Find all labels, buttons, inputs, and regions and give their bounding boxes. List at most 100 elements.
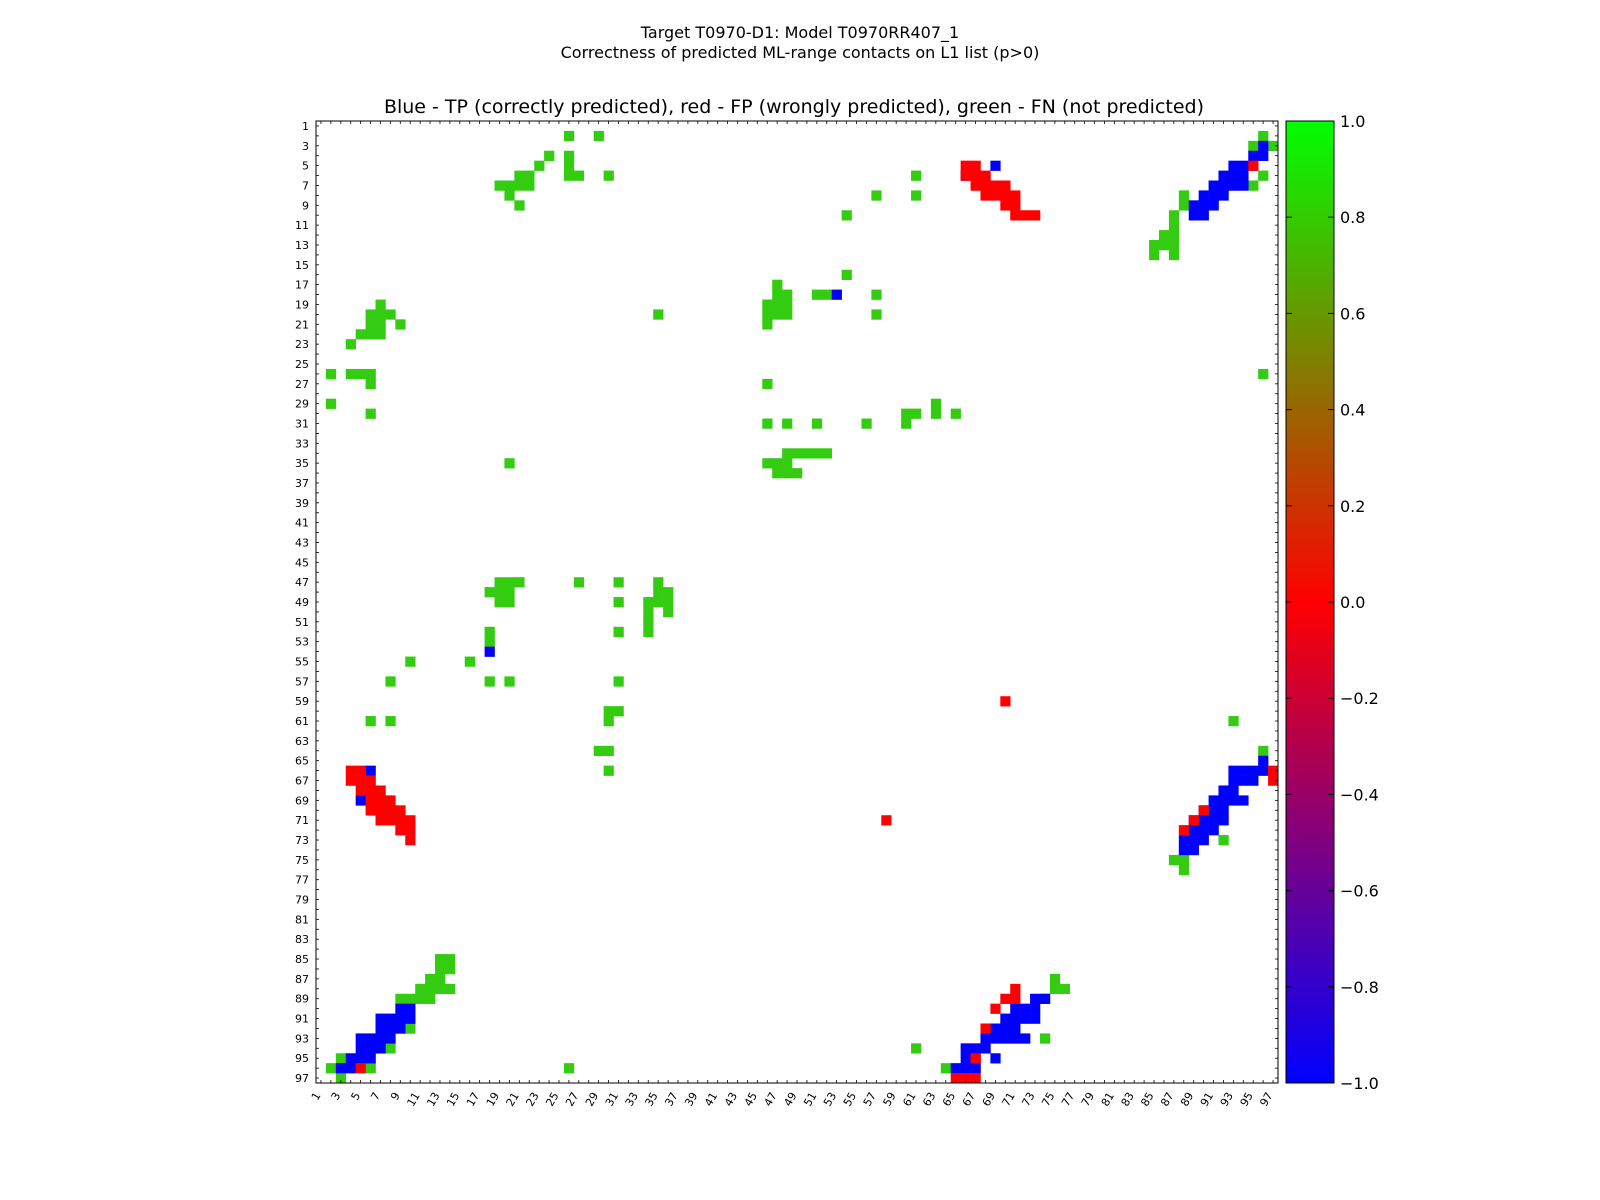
cell-tp-91-8 — [1208, 190, 1219, 201]
x-tick-label: 45 — [742, 1090, 760, 1109]
cell-tp-89-72 — [1188, 825, 1199, 836]
colorbar — [1285, 120, 1335, 1084]
cell-fp-10-71 — [405, 815, 416, 826]
cell-tp-88-74 — [1178, 844, 1190, 856]
cell-fn-31-57 — [613, 676, 624, 687]
cell-fn-11-89 — [415, 993, 426, 1004]
y-tick-label: 91 — [295, 1013, 309, 1026]
cell-tp-70-91 — [1000, 1013, 1011, 1024]
cell-tp-7-94 — [375, 1043, 386, 1054]
y-tick-label: 9 — [302, 199, 309, 212]
cell-fn-21-9 — [514, 200, 525, 211]
cell-fn-10-92 — [405, 1023, 416, 1034]
x-tick-label: 83 — [1119, 1090, 1137, 1109]
cell-tp-92-69 — [1218, 795, 1229, 806]
cell-fp-95-5 — [1248, 160, 1259, 171]
cell-fn-7-19 — [375, 299, 386, 310]
cell-fn-88-8 — [1178, 190, 1190, 201]
x-tick-label: 41 — [702, 1090, 720, 1109]
cell-tp-93-7 — [1228, 180, 1239, 191]
cell-tp-66-95 — [960, 1053, 971, 1064]
cell-fp-9-72 — [395, 825, 406, 836]
cell-fn-48-19 — [782, 299, 793, 310]
cell-tp-8-91 — [385, 1013, 396, 1024]
y-tick-label: 55 — [295, 656, 309, 669]
cell-fn-23-5 — [534, 160, 545, 171]
x-tick-label: 57 — [861, 1090, 879, 1109]
cell-fn-7-20 — [375, 309, 386, 320]
y-tick-label: 33 — [295, 437, 309, 450]
cell-fp-7-68 — [375, 785, 386, 796]
y-tick-label: 47 — [295, 576, 309, 589]
colorbar-tick-label: −1.0 — [1340, 1074, 1379, 1093]
cell-fn-95-7 — [1248, 180, 1259, 191]
x-tick-label: 93 — [1218, 1090, 1236, 1109]
cell-fn-54-10 — [841, 210, 852, 221]
cell-tp-94-67 — [1238, 775, 1249, 786]
cell-fn-48-34 — [782, 448, 793, 459]
colorbar-tick-label: 0.8 — [1340, 208, 1365, 227]
cell-fp-67-6 — [970, 170, 981, 181]
cell-tp-5-93 — [355, 1033, 366, 1044]
cell-fn-2-29 — [325, 398, 337, 409]
cell-fp-4-67 — [345, 775, 356, 786]
cell-tp-8-93 — [385, 1033, 396, 1044]
cell-tp-91-72 — [1208, 825, 1219, 836]
x-tick-label: 35 — [642, 1090, 660, 1109]
cell-tp-53-18 — [831, 289, 842, 300]
y-tick-label: 53 — [295, 636, 309, 649]
cell-fp-70-8 — [1000, 190, 1011, 201]
cell-fn-13-85 — [435, 954, 446, 965]
cell-fp-68-92 — [980, 1023, 991, 1034]
cell-tp-93-68 — [1228, 785, 1239, 796]
cell-fn-6-22 — [365, 329, 376, 340]
cell-fp-70-59 — [1000, 696, 1011, 707]
cell-fn-51-18 — [811, 289, 823, 300]
y-tick-label: 7 — [302, 179, 309, 192]
cell-fn-24-4 — [544, 150, 555, 161]
y-tick-label: 95 — [295, 1052, 309, 1065]
cell-fn-20-49 — [504, 597, 515, 608]
cell-tp-90-10 — [1198, 210, 1209, 221]
cell-fn-6-27 — [365, 378, 376, 390]
cell-fn-14-88 — [444, 983, 456, 995]
x-tick-label: 53 — [821, 1090, 839, 1109]
cell-tp-70-92 — [1000, 1023, 1011, 1034]
cell-fn-13-87 — [435, 973, 446, 985]
cell-tp-69-95 — [990, 1053, 1001, 1064]
cell-tp-92-68 — [1218, 785, 1229, 796]
cell-fp-70-9 — [1000, 200, 1011, 211]
cell-fn-35-49 — [653, 597, 664, 608]
cell-tp-69-92 — [990, 1023, 1001, 1034]
y-tick-label: 89 — [295, 993, 309, 1006]
cell-fp-67-97 — [970, 1073, 981, 1084]
cell-fn-51-34 — [811, 448, 823, 459]
cell-tp-90-73 — [1198, 835, 1209, 846]
cell-fn-60-30 — [901, 408, 912, 419]
cell-fn-19-7 — [494, 180, 505, 191]
x-tick-label: 21 — [504, 1090, 522, 1109]
x-tick-label: 61 — [900, 1090, 918, 1109]
x-tick-label: 97 — [1257, 1090, 1275, 1109]
cell-fp-10-72 — [405, 825, 416, 836]
cell-fn-20-35 — [504, 458, 515, 469]
y-tick-label: 23 — [295, 338, 309, 351]
cell-fn-95-3 — [1248, 140, 1259, 152]
cell-fp-7-70 — [375, 805, 386, 816]
x-tick-label: 63 — [920, 1090, 938, 1109]
x-tick-label: 47 — [762, 1090, 780, 1109]
cell-fn-88-76 — [1178, 864, 1190, 876]
x-tick-label: 27 — [563, 1090, 581, 1109]
colorbar-tick-label: 0.0 — [1340, 593, 1365, 612]
cell-tp-9-92 — [395, 1023, 406, 1034]
cell-tp-4-95 — [345, 1053, 356, 1064]
cell-fn-35-47 — [653, 577, 664, 588]
cell-fp-5-96 — [355, 1063, 366, 1074]
cell-tp-95-4 — [1248, 150, 1259, 161]
cell-tp-89-74 — [1188, 844, 1199, 856]
cell-tp-73-90 — [1030, 1003, 1041, 1014]
cell-fn-48-31 — [782, 418, 793, 429]
y-tick-label: 13 — [295, 239, 309, 252]
plot-frame — [315, 120, 1279, 1084]
cell-fn-20-7 — [504, 180, 515, 191]
